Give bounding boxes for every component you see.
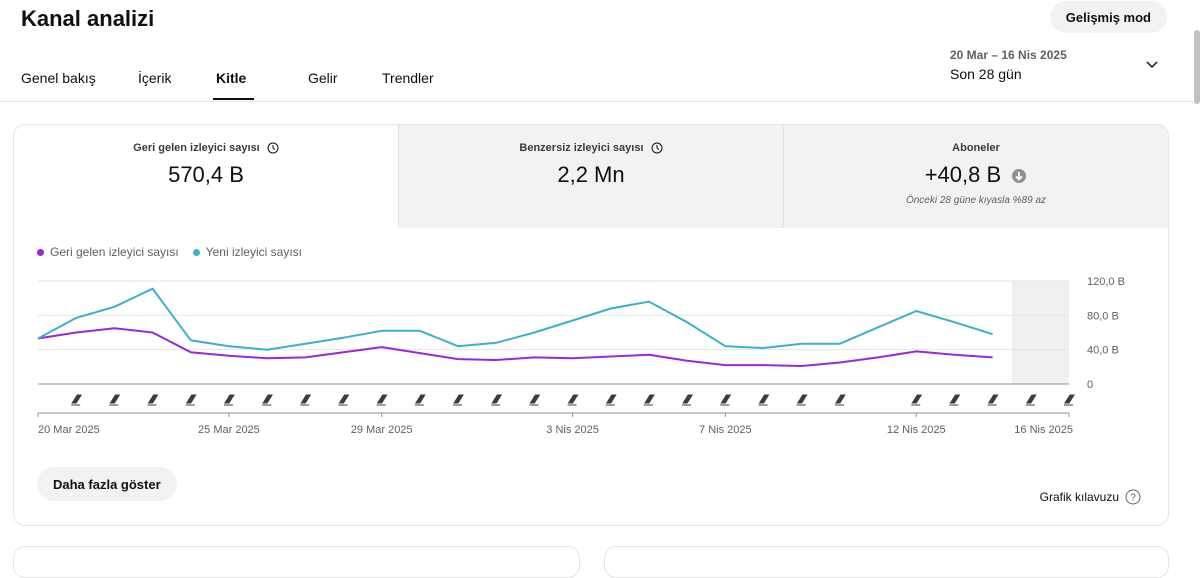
legend-item-new: Yeni izleyici sayısı — [192, 245, 302, 259]
metric-unique-viewers[interactable]: Benzersiz izleyici sayısı 2,2 Mn — [398, 125, 784, 228]
series-line-returning — [37, 327, 993, 367]
help-icon: ? — [1125, 489, 1141, 505]
date-range-picker[interactable]: 20 Mar – 16 Nis 2025 Son 28 gün — [950, 48, 1165, 88]
y-tick-label: 120,0 B — [1087, 276, 1125, 288]
legend-dot — [192, 248, 200, 256]
video-upload-icon — [720, 394, 732, 406]
header-divider — [0, 101, 1200, 102]
x-tick-label: 12 Nis 2025 — [887, 424, 946, 436]
x-tick-label: 16 Nis 2025 — [1014, 424, 1073, 436]
video-upload-icon — [643, 394, 655, 406]
metric-returning-viewers[interactable]: Geri gelen izleyici sayısı 570,4 B — [14, 125, 398, 228]
video-upload-icon — [338, 394, 350, 406]
line-chart[interactable]: 120,0 B 80,0 B 40,0 B 0 20 Mar 2025 25 Mar 20… — [14, 265, 1168, 440]
x-tick-label: 7 Nis 2025 — [699, 424, 752, 436]
video-upload-icon — [682, 394, 694, 406]
tab-audience[interactable]: Kitle — [212, 60, 255, 100]
video-upload-icon — [834, 394, 846, 406]
chart-guide-link[interactable]: Grafik kılavuzu ? — [1040, 489, 1141, 505]
audience-chart-card: Geri gelen izleyici sayısı 570,4 B Benze… — [13, 124, 1169, 526]
bottom-card-left — [13, 546, 580, 578]
video-upload-icon — [605, 394, 617, 406]
video-upload-icon — [376, 394, 388, 406]
video-upload-icon — [109, 394, 121, 406]
bottom-card-right — [604, 546, 1169, 578]
metric-value: +40,8 B — [924, 162, 1002, 187]
video-upload-icon — [987, 394, 999, 406]
video-upload-icon — [491, 394, 503, 406]
video-upload-icon — [185, 394, 197, 406]
clock-icon — [267, 142, 279, 154]
page-title: Kanal analizi — [21, 6, 155, 31]
x-tick-label: 29 Mar 2025 — [351, 424, 413, 436]
video-upload-icon — [911, 394, 923, 406]
tab-trends[interactable]: Trendler — [382, 70, 434, 86]
tab-bar: Genel bakış İçerik Kitle — [21, 60, 451, 102]
chevron-down-icon — [1146, 61, 1158, 69]
metric-tabs: Geri gelen izleyici sayısı 570,4 B Benze… — [14, 125, 1168, 228]
x-tick-label: 3 Nis 2025 — [546, 424, 599, 436]
x-tick-label: 20 Mar 2025 — [38, 424, 100, 436]
y-tick-label: 0 — [1087, 379, 1093, 391]
show-more-button[interactable]: Daha fazla göster — [37, 467, 177, 501]
y-tick-label: 80,0 B — [1087, 310, 1119, 322]
x-tick-label: 25 Mar 2025 — [198, 424, 260, 436]
metric-value: 570,4 B — [168, 162, 244, 187]
video-upload-icon — [453, 394, 464, 406]
video-upload-icon — [758, 394, 770, 406]
metric-comparison-note: Önceki 28 güne kıyasla %89 az — [905, 195, 1047, 206]
partial-data-region — [1011, 281, 1069, 384]
video-upload-icon — [262, 394, 274, 406]
tab-overview[interactable]: Genel bakış — [21, 70, 96, 86]
metric-value: 2,2 Mn — [557, 162, 625, 187]
legend-dot — [37, 248, 44, 256]
video-upload-icon — [1064, 394, 1075, 406]
tab-revenue[interactable]: Gelir — [308, 70, 338, 86]
metric-label: Aboneler — [952, 142, 1000, 154]
series-line-new — [37, 287, 993, 351]
video-upload-icon — [414, 394, 426, 406]
clock-icon — [651, 142, 663, 154]
video-upload-icon — [300, 394, 312, 406]
metric-subscribers[interactable]: Aboneler +40,8 B Önceki 28 güne kıyasla … — [784, 125, 1168, 228]
date-range-text: 20 Mar – 16 Nis 2025 — [950, 48, 1067, 62]
video-upload-icon — [223, 394, 235, 406]
legend-item-returning: Geri gelen izleyici sayısı — [37, 245, 179, 259]
advanced-mode-button[interactable]: Gelişmiş mod — [1049, 1, 1167, 33]
video-upload-icon — [796, 394, 808, 406]
video-upload-icon — [147, 394, 159, 406]
y-tick-label: 40,0 B — [1087, 345, 1119, 357]
tab-bar-rest: Gelir Trendler — [21, 60, 451, 102]
video-upload-icon — [567, 394, 579, 406]
video-upload-icon — [1025, 394, 1037, 406]
video-upload-icon — [949, 394, 961, 406]
page-scrollbar[interactable] — [1194, 30, 1200, 104]
chart-legend: Geri gelen izleyici sayısı Yeni izleyici… — [37, 245, 302, 259]
date-period-text: Son 28 gün — [950, 66, 1022, 82]
tab-content[interactable]: İçerik — [138, 70, 172, 86]
arrow-down-circle-icon — [1012, 169, 1027, 184]
video-upload-icon — [529, 394, 541, 406]
svg-text:?: ? — [1130, 493, 1136, 504]
video-upload-icon — [71, 394, 83, 406]
